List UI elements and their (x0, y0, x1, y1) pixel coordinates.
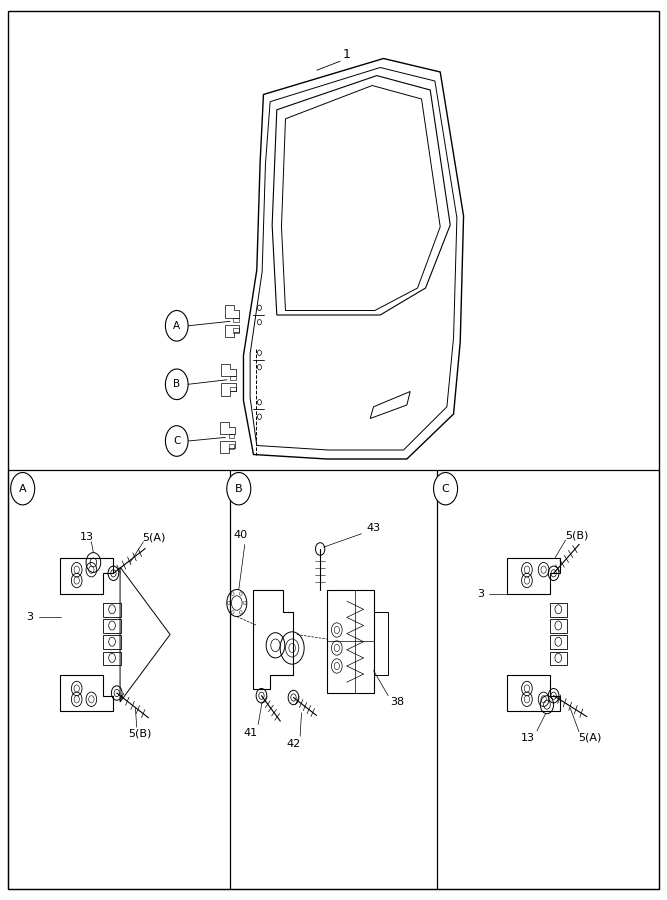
Bar (230, 376, 235, 381)
Text: B: B (173, 379, 180, 390)
Bar (103, 652, 121, 665)
Bar (229, 434, 234, 438)
Text: 40: 40 (233, 530, 247, 541)
Bar (230, 470, 437, 889)
Bar (103, 635, 121, 649)
Text: B: B (235, 483, 243, 494)
Circle shape (434, 472, 458, 505)
Bar (327, 590, 374, 693)
Bar (550, 619, 567, 633)
Bar (550, 603, 567, 616)
Text: A: A (19, 483, 27, 494)
Text: 5(B): 5(B) (128, 728, 152, 739)
Bar (437, 470, 659, 889)
Circle shape (165, 426, 188, 456)
Bar (233, 328, 239, 333)
Text: 5(B): 5(B) (565, 530, 589, 541)
Circle shape (165, 310, 188, 341)
Text: A: A (173, 320, 180, 331)
Bar (230, 387, 235, 392)
Text: 3: 3 (27, 611, 33, 622)
Bar (374, 612, 388, 675)
Text: 3: 3 (477, 589, 484, 599)
Circle shape (165, 369, 188, 400)
Text: 13: 13 (80, 532, 93, 543)
Bar (8, 470, 230, 889)
Circle shape (11, 472, 35, 505)
Text: 13: 13 (522, 733, 535, 743)
Bar (550, 652, 567, 665)
Bar (550, 635, 567, 649)
Text: 1: 1 (343, 48, 351, 60)
Text: C: C (173, 436, 181, 446)
Bar (233, 318, 239, 322)
Bar (229, 445, 234, 449)
Text: C: C (442, 483, 450, 494)
Bar (103, 603, 121, 616)
Text: 5(A): 5(A) (578, 733, 602, 743)
Circle shape (227, 472, 251, 505)
Text: 5(A): 5(A) (141, 532, 165, 543)
Text: 42: 42 (286, 739, 301, 750)
Text: 38: 38 (390, 697, 404, 707)
Text: 41: 41 (243, 728, 257, 739)
Bar (103, 619, 121, 633)
Text: 43: 43 (366, 523, 381, 534)
